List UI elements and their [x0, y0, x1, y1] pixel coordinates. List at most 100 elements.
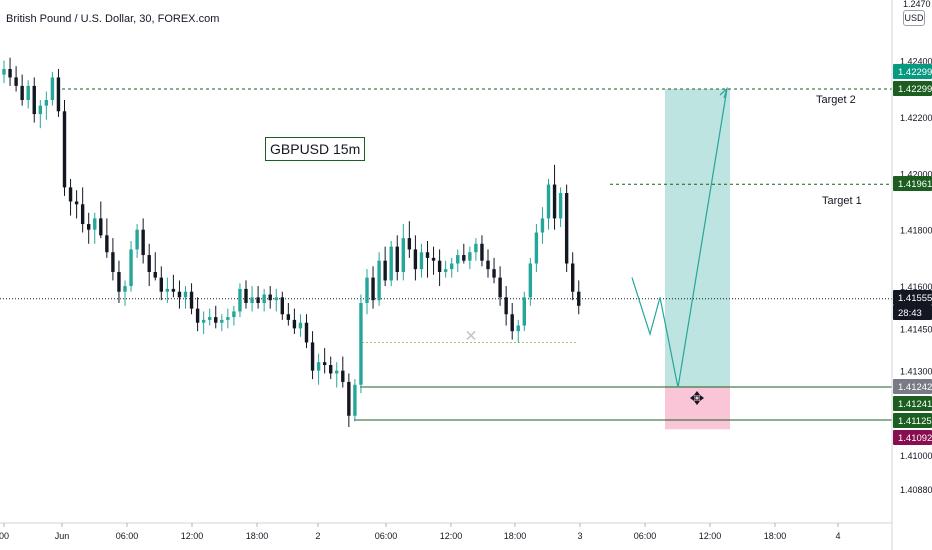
candle-body [183, 291, 188, 298]
candle-body [401, 238, 405, 272]
price-label: 1.41555 [898, 293, 932, 304]
candle-body [262, 294, 266, 303]
candle-body [2, 68, 6, 75]
candle-body [201, 319, 206, 323]
candle-body [407, 238, 412, 250]
candle-body [20, 85, 24, 100]
candle-body [492, 269, 496, 278]
candle-body [528, 263, 533, 298]
note-label[interactable]: GBPUSD 15m [265, 137, 366, 161]
candle-body [450, 263, 454, 270]
price-label-bg [893, 430, 932, 445]
candle-body [456, 255, 460, 264]
candle-body [389, 246, 393, 281]
x-tick-label: 2 [315, 531, 320, 541]
price-label-bg [893, 64, 932, 79]
candle-body [347, 381, 351, 416]
x-tick-label: 06:00 [634, 531, 657, 541]
y-tick-label: 1.41600 [900, 282, 932, 292]
price-label-bg [893, 379, 932, 394]
candle-body [546, 184, 551, 219]
candle-body [38, 105, 42, 115]
candle-body [159, 277, 163, 292]
candle-body [74, 201, 79, 205]
price-label: 1.41092 [898, 433, 932, 444]
candle-body [80, 204, 85, 225]
candle-body [443, 269, 448, 272]
candle-body [365, 277, 369, 303]
level-lines [0, 88, 892, 421]
profit-zone [665, 89, 730, 387]
candle-body [105, 235, 109, 253]
candle-body [32, 85, 36, 115]
candle-body [540, 218, 545, 233]
x-tick-label: 00 [0, 531, 9, 541]
currency-button[interactable]: USD [903, 10, 925, 26]
candle-body [377, 260, 381, 301]
candle-body [232, 311, 236, 318]
projection-arrowhead [719, 86, 729, 99]
candle-body [171, 288, 176, 292]
y-tick-label: 1.42000 [900, 169, 932, 179]
candle-body [322, 362, 327, 366]
price-label-bg [893, 290, 932, 305]
candle-body [280, 297, 284, 315]
candle-body [50, 77, 55, 100]
price-label-bg [893, 176, 932, 191]
candle-body [310, 342, 315, 371]
x-tick-label: 12:00 [699, 531, 722, 541]
candle-body [117, 271, 121, 292]
drawing-overlay [466, 86, 729, 405]
candle-body [135, 229, 139, 250]
y-tick-label: 1.2470 [903, 0, 931, 9]
x-tick-label: 18:00 [764, 531, 787, 541]
candle-body [195, 308, 200, 323]
candle-body [238, 288, 242, 312]
candle-body [298, 322, 303, 329]
candle-body [250, 297, 254, 303]
target-1-label: Target 1 [822, 195, 862, 207]
x-tick-label: 4 [835, 531, 840, 541]
candle-body [534, 232, 539, 264]
candle-body [522, 297, 526, 326]
candle-body [437, 260, 442, 272]
candle-body [274, 297, 278, 301]
x-tick-label: Jun [55, 531, 70, 541]
candle-body [341, 370, 345, 382]
price-label-bg [893, 396, 932, 411]
candle-body [214, 317, 218, 323]
x-tick-label: 06:00 [375, 531, 398, 541]
candle-body [335, 370, 339, 374]
price-labels: 1.42299 1.42299 1.41961 1.41555 28:43 1.41242… [893, 64, 932, 445]
candle-body [558, 193, 563, 219]
candle-body [371, 277, 375, 301]
projection-path [631, 88, 728, 388]
candle-body [577, 291, 581, 306]
candle-body [504, 297, 508, 315]
price-label: 1.41125 [898, 416, 932, 427]
cross-marker [466, 330, 476, 341]
price-label: 1.42299 [898, 84, 932, 95]
y-tick-label: 1.41450 [900, 324, 932, 334]
candle-body [56, 77, 61, 112]
candle-body [419, 252, 424, 270]
candle-body [93, 218, 97, 230]
y-tick-label: 1.41800 [900, 226, 932, 236]
price-label: 1.41961 [898, 179, 932, 190]
candle-body [413, 249, 418, 270]
candle-body [141, 229, 145, 256]
candle-body [286, 314, 291, 320]
candle-body [14, 77, 18, 86]
candle-body [129, 249, 133, 287]
position-zones [665, 89, 730, 430]
candle-body [189, 291, 194, 309]
y-tick-label: 1.42200 [900, 113, 932, 123]
candle-body [431, 257, 436, 261]
x-tick-label: 06:00 [116, 531, 139, 541]
candle-body [552, 184, 557, 219]
candle-body [268, 294, 272, 301]
candle-body [304, 322, 309, 343]
y-tick-label: 1.42400 [900, 57, 932, 67]
